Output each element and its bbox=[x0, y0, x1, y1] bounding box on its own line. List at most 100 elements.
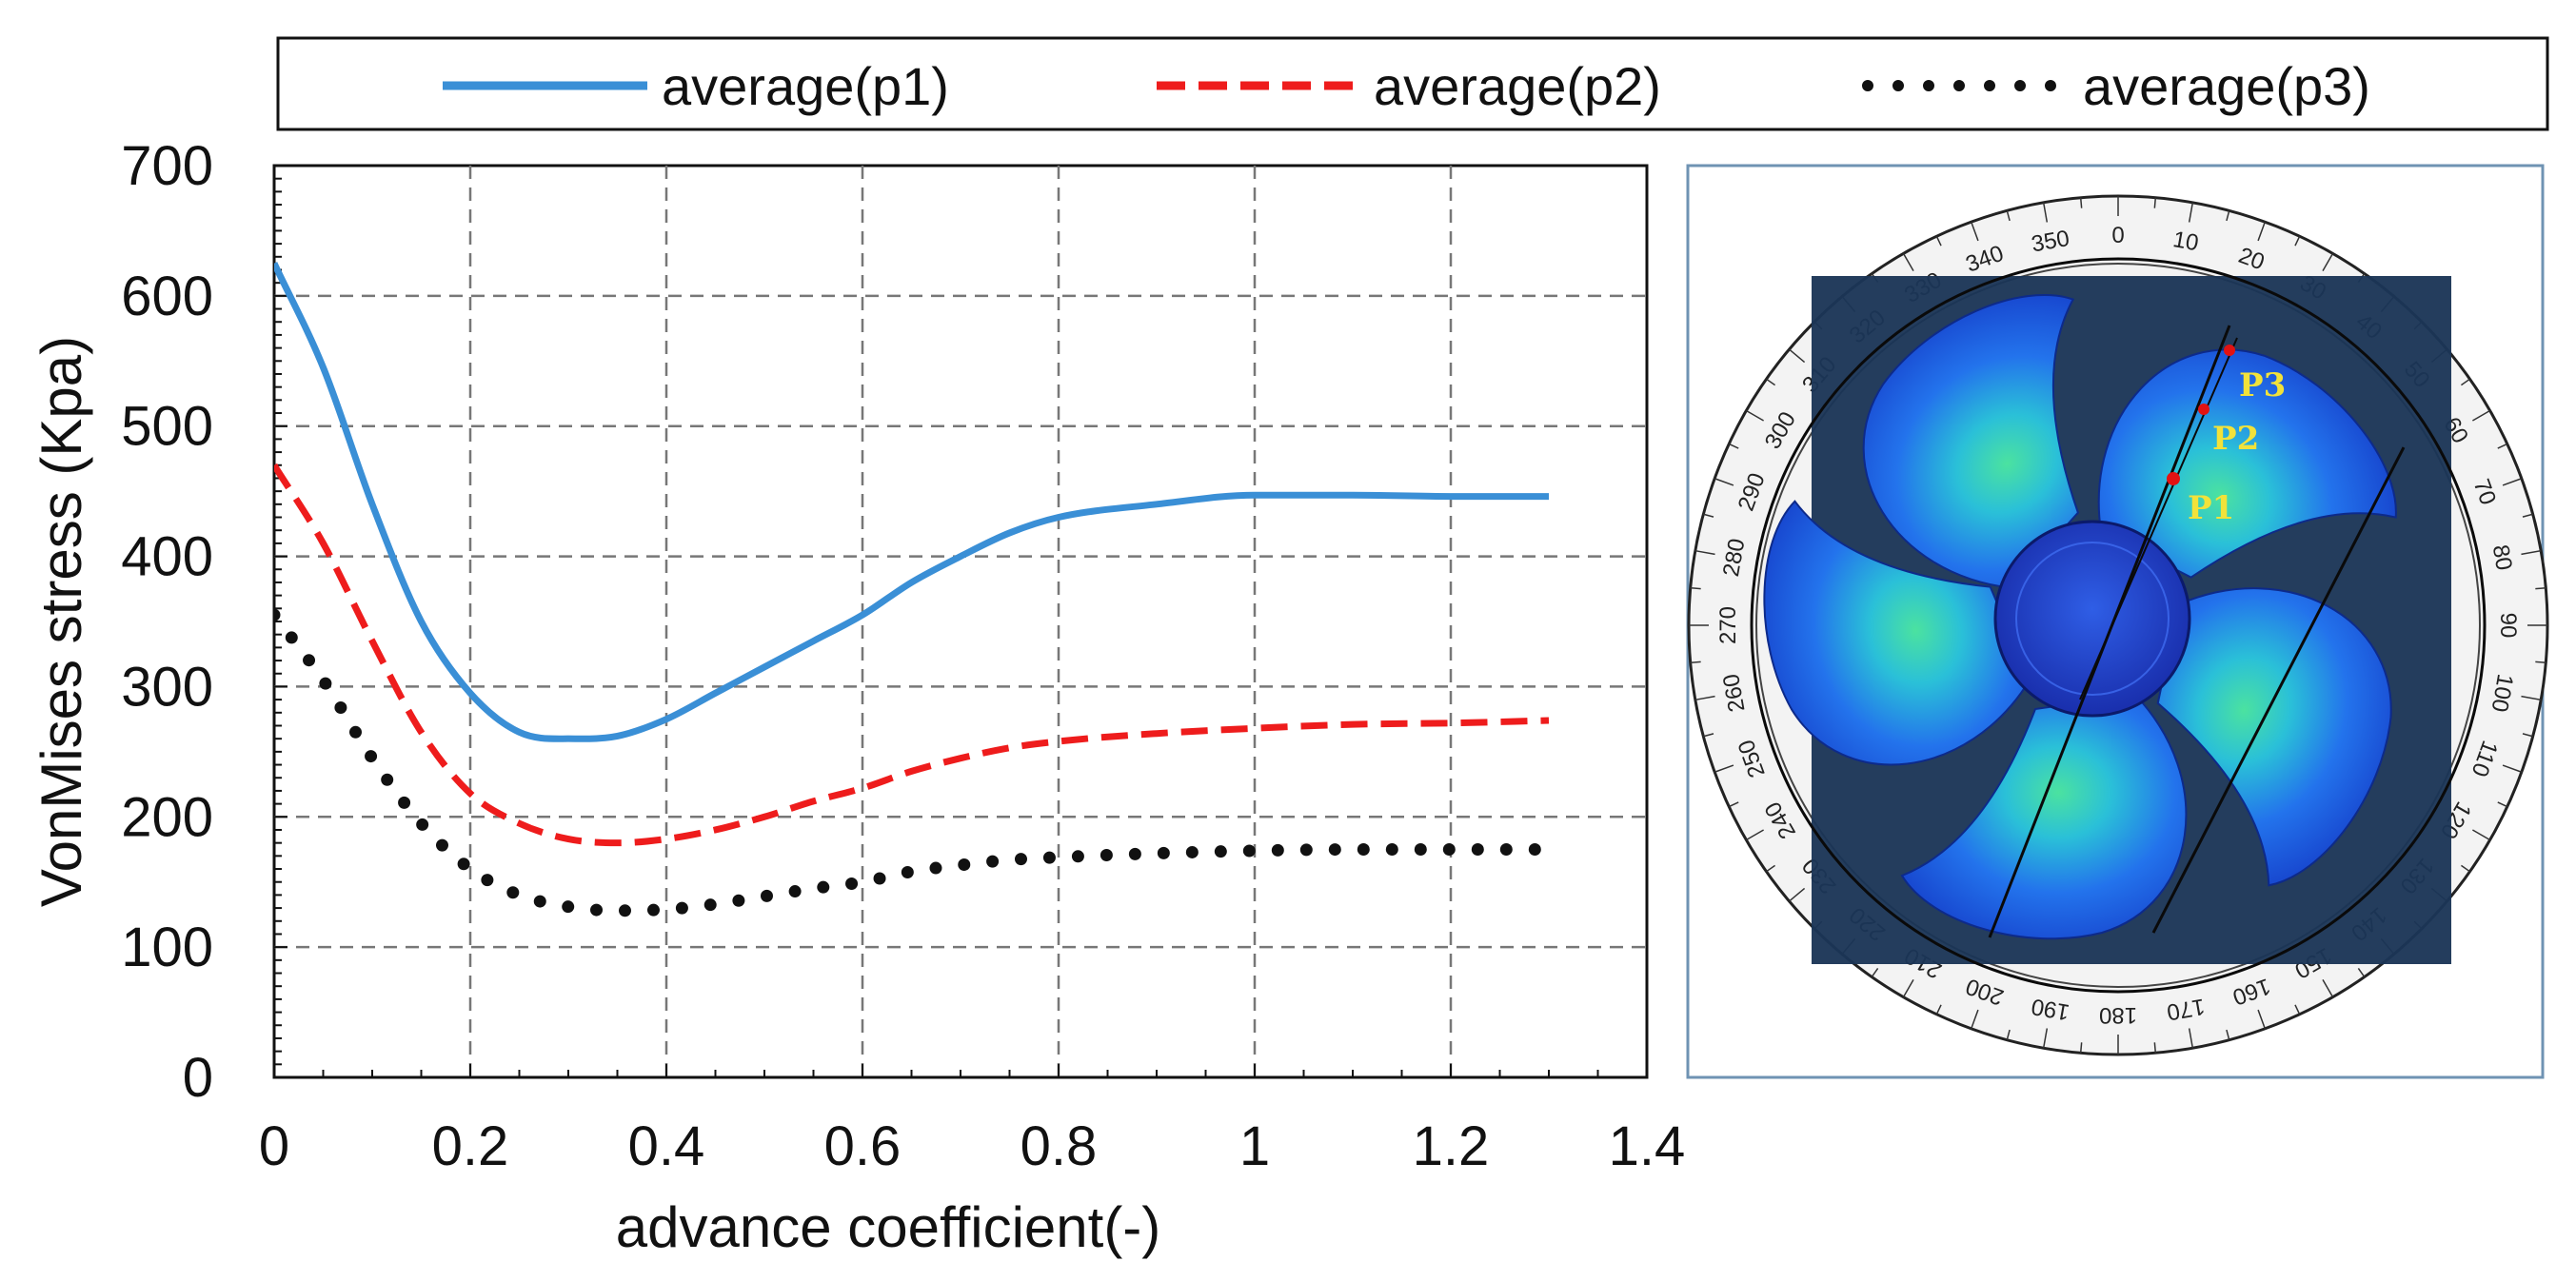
x-tick-labels: 0 0.2 0.4 0.6 0.8 1 1.2 1.4 bbox=[259, 1115, 1685, 1177]
point-marker-p2 bbox=[2198, 404, 2209, 415]
legend-frame bbox=[276, 36, 2549, 131]
protractor-tick bbox=[1714, 478, 1734, 486]
propeller-blade-shape bbox=[2156, 587, 2392, 887]
protractor-inner-ring bbox=[1755, 263, 2481, 988]
protractor-number: 90 bbox=[2495, 613, 2521, 639]
protractor-tick bbox=[1766, 378, 1776, 386]
series-line-p1 bbox=[274, 262, 1549, 742]
propeller-blade-3 bbox=[2156, 587, 2392, 887]
series-group bbox=[274, 262, 1556, 917]
protractor-tick bbox=[2322, 979, 2334, 997]
x-tick-label: 0 bbox=[259, 1115, 289, 1177]
y-tick-label: 200 bbox=[121, 786, 213, 848]
propeller-blade-1 bbox=[1862, 294, 2080, 589]
protractor-tick bbox=[2522, 513, 2533, 518]
protractor-tick bbox=[1746, 409, 1764, 422]
protractor-tick bbox=[2079, 1042, 2083, 1054]
propeller-hub-rim bbox=[2015, 542, 2170, 696]
x-tick-label: 0.4 bbox=[628, 1115, 705, 1177]
point-marker-p3 bbox=[2224, 345, 2235, 356]
x-tick-label: 0.8 bbox=[1020, 1115, 1098, 1177]
protractor-tick bbox=[2226, 210, 2230, 222]
x-tick-label: 0.6 bbox=[824, 1115, 902, 1177]
protractor-tick bbox=[2521, 695, 2542, 701]
protractor-tick bbox=[2497, 801, 2508, 808]
protractor-tick bbox=[1971, 1009, 1979, 1030]
point-marker-p1 bbox=[2167, 472, 2180, 485]
protractor-tick bbox=[2460, 864, 2470, 873]
point-label-p3: P3 bbox=[2239, 366, 2286, 404]
protractor-tick bbox=[1935, 1004, 1942, 1016]
protractor-tick bbox=[2460, 378, 2470, 386]
protractor-tick bbox=[2357, 967, 2366, 977]
protractor-tick bbox=[2153, 1042, 2157, 1054]
series-line-p3 bbox=[274, 608, 1556, 917]
probe-line bbox=[2079, 337, 2238, 700]
point-label-p2: P2 bbox=[2212, 420, 2259, 458]
y-tick-labels: 0 100 200 300 400 500 600 700 bbox=[121, 135, 213, 1109]
protractor-tick bbox=[2472, 829, 2490, 841]
protractor-ticks bbox=[1689, 196, 2547, 1055]
protractor-tick bbox=[2322, 253, 2334, 271]
protractor-tick bbox=[1971, 221, 1979, 242]
protractor-tick bbox=[1746, 829, 1764, 841]
series-line-p2 bbox=[274, 463, 1550, 847]
protractor-tick bbox=[2522, 733, 2533, 738]
propeller-hub bbox=[1993, 520, 2191, 718]
protractor-tick bbox=[1714, 764, 1734, 773]
point-label-p1: P1 bbox=[2188, 489, 2234, 527]
protractor-tick bbox=[2226, 1029, 2230, 1040]
legend-label-p3: average(p3) bbox=[2083, 56, 2370, 116]
protractor-tick bbox=[2006, 210, 2011, 222]
propeller-blade-shape bbox=[1900, 693, 2188, 940]
protractor-tick bbox=[2079, 197, 2083, 208]
y-tick-label: 600 bbox=[121, 266, 213, 327]
protractor-inner-ring-overlay bbox=[1750, 257, 2487, 994]
measurement-line-right bbox=[2151, 446, 2406, 934]
propeller-blades bbox=[1763, 294, 2397, 940]
x-ticks bbox=[273, 1064, 1648, 1077]
protractor-tick bbox=[1694, 549, 1715, 556]
propeller-blade-shape bbox=[1862, 294, 2080, 589]
protractor-tick bbox=[1690, 586, 1701, 590]
protractor-tick bbox=[2042, 1028, 2049, 1049]
protractor-tick bbox=[2257, 221, 2266, 242]
protractor-tick bbox=[1766, 864, 1776, 873]
protractor-number: 270 bbox=[1715, 606, 1741, 644]
legend-label-p2: average(p2) bbox=[1374, 56, 1661, 116]
protractor-tick bbox=[2294, 235, 2301, 246]
protractor-tick bbox=[1728, 443, 1739, 449]
legend-label-p1: average(p1) bbox=[662, 56, 949, 116]
protractor-tick bbox=[1902, 253, 1914, 271]
protractor-tick bbox=[1728, 801, 1739, 808]
x-tick-label: 0.2 bbox=[432, 1115, 509, 1177]
protractor-tick bbox=[2006, 1029, 2011, 1040]
protractor-tick bbox=[1789, 887, 1806, 902]
plot-area: 0 0.2 0.4 0.6 0.8 1 1.2 1.4 0 100 200 300 400 500 600… bbox=[121, 135, 1685, 1177]
y-axis-label: VonMises stress (Kpa) bbox=[30, 336, 93, 907]
x-tick-label: 1 bbox=[1239, 1115, 1270, 1177]
protractor-tick bbox=[2188, 1028, 2194, 1049]
x-axis-label: advance coefficient(-) bbox=[616, 1195, 1161, 1259]
protractor-tick bbox=[1789, 348, 1806, 364]
protractor-tick bbox=[1690, 661, 1701, 664]
y-tick-label: 400 bbox=[121, 526, 213, 588]
propeller-blade-shape bbox=[1763, 500, 2031, 766]
protractor-tick bbox=[2535, 661, 2546, 664]
protractor-tick bbox=[1902, 979, 1914, 997]
y-tick-label: 300 bbox=[121, 656, 213, 718]
protractor-number: 80 bbox=[2487, 542, 2517, 572]
protractor-number: 0 bbox=[2111, 223, 2124, 248]
propeller-blade-5 bbox=[1763, 500, 2031, 766]
protractor-tick bbox=[2521, 549, 2542, 556]
legend: average(p1) average(p2) average(p3) bbox=[276, 36, 2549, 131]
protractor-tick bbox=[2257, 1009, 2266, 1030]
y-tick-label: 700 bbox=[121, 135, 213, 197]
protractor-tick bbox=[2535, 586, 2546, 590]
y-tick-label: 500 bbox=[121, 396, 213, 458]
plot-frame bbox=[272, 164, 1649, 1079]
x-tick-label: 1.2 bbox=[1413, 1115, 1490, 1177]
protractor-tick bbox=[2042, 202, 2049, 223]
y-tick-label: 0 bbox=[183, 1047, 213, 1109]
